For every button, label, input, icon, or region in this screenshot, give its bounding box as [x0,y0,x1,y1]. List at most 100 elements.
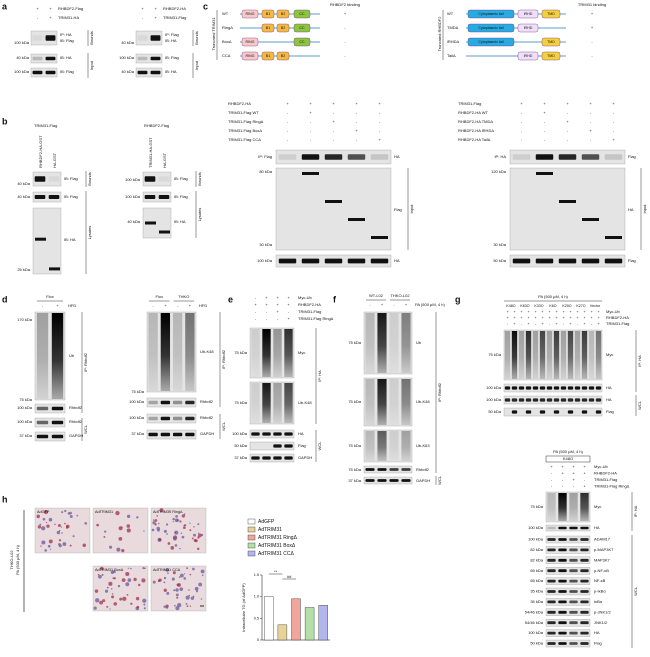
blot-band [604,258,623,264]
domain-box [541,9,561,19]
blot-smear [511,331,518,379]
sign: - [562,484,564,489]
row-label: Myc-Ub [594,464,609,469]
sign: + [583,316,585,320]
lipid-stain [126,514,131,519]
marker: 100 kDa [129,415,145,420]
blot-label: Rhbdf2 [200,415,214,420]
blot-band [558,258,577,264]
blot-label: IP: Flag [258,154,272,159]
blot-frame [545,577,591,585]
blot-band [504,398,511,402]
sign: + [576,316,578,320]
lipid-stain [194,586,199,591]
marker: 54/46 kDa [525,609,544,614]
sign: - [590,137,592,142]
blot-band [558,538,567,541]
lipid-stain [186,605,189,607]
lipid-stain [84,522,88,525]
panel-letter: c [203,1,208,11]
blot-band [569,631,578,635]
lipid-stain [183,573,186,575]
legend-swatch [247,526,256,533]
genotype-label: Flox [46,294,54,299]
sign: - [544,137,546,142]
row-label: RHBDF2-HA [298,302,321,307]
blot-label: HA [606,385,612,390]
blot-band [251,456,260,460]
sign: - [356,137,358,142]
blot-label: HA [394,154,400,159]
lipid-stain [179,587,184,591]
sign: + [566,101,569,106]
blot-band [547,569,556,573]
blot-band [588,386,595,390]
blot-band [569,600,578,604]
lipid-stain [183,526,186,530]
blot-band [558,569,567,573]
blot-band [580,548,589,552]
domain-label: iRHD [524,12,533,16]
blot-band [558,600,567,604]
lane-label: RHBDF2-HA-GST [38,135,43,168]
section-label: Input [409,204,414,214]
blot-smear [148,313,158,391]
lipid-stain [200,533,204,537]
lipid-stain [94,589,99,593]
blot-band [347,258,366,264]
sign: + [513,322,515,326]
sign: + [520,310,522,314]
sign: + [583,322,585,326]
sign: - [333,110,335,115]
marker: 75 kDa [234,350,247,355]
blot-band [273,432,282,436]
blot-band [347,154,366,160]
domain-box [517,9,539,19]
binding: - [344,25,346,30]
blot-frame [545,546,591,554]
row-label: Myc-Ub [606,309,621,314]
side-title: Truncated TRIM31 [211,17,216,51]
lipid-stain [118,536,123,541]
lipid-stain [167,542,171,545]
marker: 100 kDa [125,177,141,182]
lipid-stain [76,514,79,517]
section-label: IP: Rhbdf2 [221,349,226,369]
blot-frame [30,67,58,78]
blot-band [558,154,577,160]
blot-band [569,642,578,645]
blot-band [45,70,56,75]
panel-letter: f [333,294,337,304]
legend-label: AdTRIM31 CCΔ [258,551,295,557]
sign: - [567,128,569,133]
blot-smear [560,331,567,379]
legend-swatch [247,550,256,557]
lipid-stain [197,523,200,526]
row-label: RHBDF2-HA WT [458,110,489,115]
lipid-stain [48,539,53,544]
panel-letter: b [2,116,8,126]
domain-label: RING [246,12,255,16]
domain-box [293,9,311,19]
lipid-stain [200,569,205,574]
blot-band [580,538,589,541]
lipid-stain [121,578,126,583]
blot-frame [34,417,66,428]
blot-smear [547,493,556,521]
lipid-stain [179,547,181,550]
blot-band [547,600,556,604]
sign: + [378,101,381,106]
lipid-stain [173,536,177,541]
blot-label: Flag [606,409,614,414]
domain-box [517,23,539,33]
blot-band [580,579,589,583]
section-label: WCL [633,586,638,596]
lipid-stain [45,521,48,524]
blot-band [558,621,567,625]
lipid-stain [62,542,67,547]
blot-smear [377,313,387,373]
domain-label: B2 [281,26,285,30]
section-label: WCL [83,424,88,434]
lipid-stain [189,605,192,607]
